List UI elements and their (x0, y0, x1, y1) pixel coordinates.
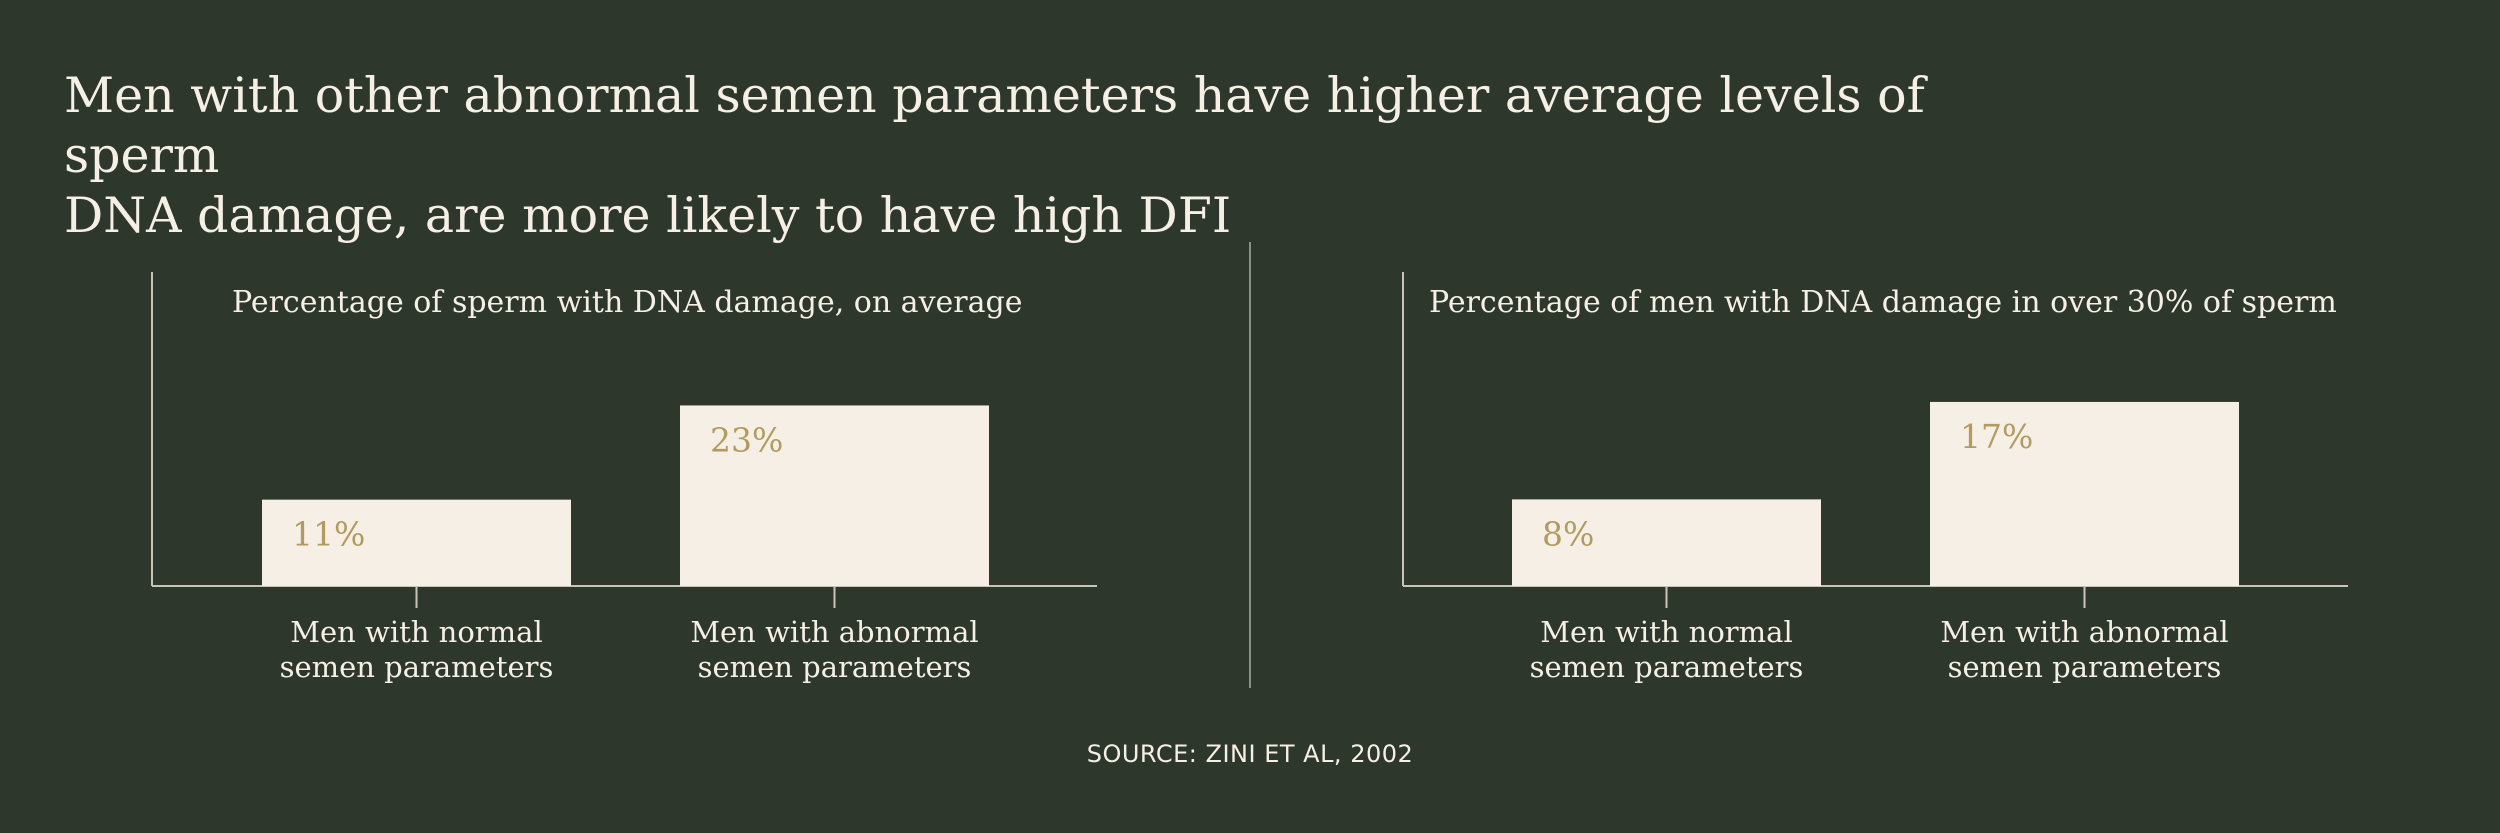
chart-title: Percentage of sperm with DNA damage, on … (232, 285, 1022, 320)
x-tick-label: semen parameters (280, 650, 554, 684)
bar-2 (680, 405, 989, 586)
bar-value-label: 17% (1960, 417, 2033, 456)
x-tick-label: Men with abnormal (690, 615, 978, 649)
page-title: Men with other abnormal semen parameters… (64, 66, 1964, 246)
x-tick-label: Men with normal (290, 615, 542, 649)
chart-right: Percentage of men with DNA damage in ove… (1402, 272, 2348, 684)
title-line-2: DNA damage, are more likely to have high… (64, 187, 1232, 244)
bar-1 (1512, 499, 1821, 586)
chart-left: Percentage of sperm with DNA damage, on … (151, 272, 1097, 684)
panel-divider (1249, 242, 1251, 688)
x-tick-label: semen parameters (1948, 650, 2222, 684)
chart-title: Percentage of men with DNA damage in ove… (1429, 285, 2337, 320)
x-tick-label: semen parameters (1530, 650, 1804, 684)
x-tick-label: Men with normal (1540, 615, 1792, 649)
x-tick-label: Men with abnormal (1940, 615, 2228, 649)
x-tick-label: semen parameters (698, 650, 972, 684)
title-line-1: Men with other abnormal semen parameters… (64, 67, 1925, 184)
source-note: SOURCE: ZINI ET AL, 2002 (1086, 740, 1414, 768)
bar-2 (1930, 401, 2239, 586)
bar-value-label: 11% (292, 515, 365, 554)
bar-value-label: 23% (710, 420, 783, 459)
bar-1 (262, 499, 571, 586)
bar-value-label: 8% (1542, 514, 1594, 553)
